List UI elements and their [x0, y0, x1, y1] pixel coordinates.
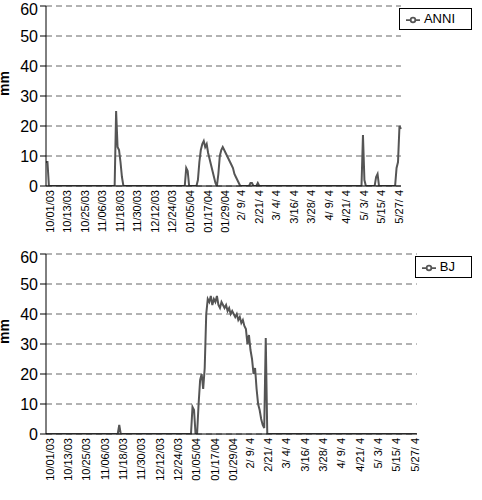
svg-text:4/21/ 4: 4/21/ 4 — [354, 438, 366, 472]
svg-text:40: 40 — [20, 306, 38, 323]
svg-text:3/ 4/ 4: 3/ 4/ 4 — [280, 438, 292, 469]
svg-text:12/12/03: 12/12/03 — [154, 438, 166, 481]
svg-text:mm: mm — [8, 319, 12, 344]
svg-text:11/06/03: 11/06/03 — [96, 190, 108, 232]
svg-text:2/21/ 4: 2/21/ 4 — [253, 190, 265, 224]
svg-text:11/18/03: 11/18/03 — [117, 438, 129, 480]
svg-text:11/06/03: 11/06/03 — [99, 438, 111, 480]
svg-text:12/24/03: 12/24/03 — [167, 190, 179, 233]
svg-text:3/16/ 4: 3/16/ 4 — [288, 190, 300, 224]
html-text:BJ: BJ — [439, 259, 455, 274]
svg-text:5/27/ 4: 5/27/ 4 — [409, 438, 421, 472]
svg-text:30: 30 — [20, 336, 38, 353]
svg-text:50: 50 — [20, 276, 38, 293]
svg-text:30: 30 — [20, 88, 38, 105]
svg-text:12/24/03: 12/24/03 — [172, 438, 184, 481]
svg-text:10/01/03: 10/01/03 — [44, 190, 56, 233]
svg-text:3/16/ 4: 3/16/ 4 — [299, 438, 311, 472]
svg-text:11/30/03: 11/30/03 — [131, 190, 143, 232]
svg-text:10/13/03: 10/13/03 — [62, 438, 74, 481]
svg-text:12/12/03: 12/12/03 — [149, 190, 161, 233]
svg-text:5/ 3/ 4: 5/ 3/ 4 — [358, 190, 370, 221]
svg-text:01/29/04: 01/29/04 — [219, 190, 231, 233]
svg-text:3/28/ 4: 3/28/ 4 — [305, 190, 317, 224]
svg-text:60: 60 — [20, 249, 38, 266]
svg-text:11/18/03: 11/18/03 — [114, 190, 126, 232]
svg-text:20: 20 — [20, 366, 38, 383]
svg-text:3/ 4/ 4: 3/ 4/ 4 — [270, 190, 282, 221]
svg-text:20: 20 — [20, 118, 38, 135]
svg-text:01/29/04: 01/29/04 — [227, 438, 239, 481]
svg-text:10/13/03: 10/13/03 — [61, 190, 73, 233]
svg-text:4/21/ 4: 4/21/ 4 — [340, 190, 352, 224]
svg-text:0: 0 — [29, 426, 38, 443]
svg-text:3/28/ 4: 3/28/ 4 — [317, 438, 329, 472]
svg-text:40: 40 — [20, 58, 38, 75]
svg-text:5/15/ 4: 5/15/ 4 — [375, 190, 387, 224]
svg-text:2/ 9/ 4: 2/ 9/ 4 — [235, 190, 247, 221]
svg-text:01/05/04: 01/05/04 — [190, 438, 202, 481]
svg-text:2/21/ 4: 2/21/ 4 — [262, 438, 274, 472]
svg-text:5/ 3/ 4: 5/ 3/ 4 — [372, 438, 384, 469]
svg-text:11/30/03: 11/30/03 — [135, 438, 147, 480]
svg-text:10: 10 — [20, 396, 38, 413]
svg-text:10/25/03: 10/25/03 — [79, 190, 91, 233]
svg-text:01/17/04: 01/17/04 — [209, 438, 221, 481]
svg-text:10: 10 — [20, 148, 38, 165]
svg-text:50: 50 — [20, 28, 38, 45]
svg-text:60: 60 — [20, 1, 38, 18]
svg-text:4/ 9/ 4: 4/ 9/ 4 — [323, 190, 335, 221]
svg-text:10/25/03: 10/25/03 — [80, 438, 92, 481]
svg-text:01/05/04: 01/05/04 — [184, 190, 196, 233]
svg-text:10/01/03: 10/01/03 — [44, 438, 56, 481]
svg-text:5/27/ 4: 5/27/ 4 — [393, 190, 405, 224]
svg-text:0: 0 — [29, 178, 38, 195]
html-text:ANNI: ANNI — [423, 11, 455, 26]
svg-text:5/15/ 4: 5/15/ 4 — [390, 438, 402, 472]
svg-text:4/ 9/ 4: 4/ 9/ 4 — [335, 438, 347, 469]
svg-text:2/ 9/ 4: 2/ 9/ 4 — [244, 438, 256, 469]
svg-text:01/17/04: 01/17/04 — [202, 190, 214, 233]
svg-text:mm: mm — [8, 71, 12, 96]
